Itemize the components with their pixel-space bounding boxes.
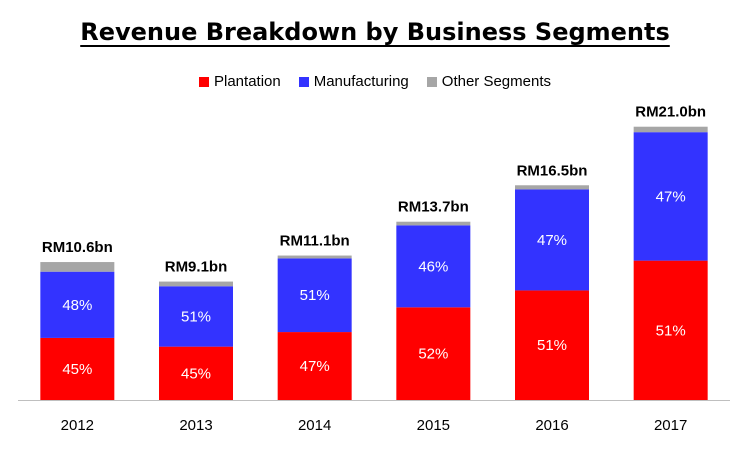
total-label-2012: RM10.6bn bbox=[42, 239, 113, 256]
total-label-2013: RM9.1bn bbox=[165, 259, 228, 276]
bar-other-segments-2012 bbox=[40, 262, 115, 272]
bar-manufacturing-2012 bbox=[40, 271, 115, 338]
bar-other-segments-2017 bbox=[633, 126, 708, 133]
data-label-manufacturing-2016: 47% bbox=[537, 232, 567, 249]
bar-manufacturing-2014 bbox=[277, 258, 352, 333]
data-label-plantation-2017: 51% bbox=[656, 322, 686, 339]
x-tick-2012: 2012 bbox=[61, 417, 94, 434]
chart-title: Revenue Breakdown by Business Segments bbox=[80, 18, 670, 46]
data-label-plantation-2015: 52% bbox=[418, 346, 448, 363]
data-label-manufacturing-2013: 51% bbox=[181, 308, 211, 325]
bar-other-segments-2015 bbox=[396, 221, 471, 226]
x-tick-2014: 2014 bbox=[298, 417, 331, 434]
x-tick-2017: 2017 bbox=[654, 417, 687, 434]
bar-other-segments-2014 bbox=[277, 255, 352, 259]
bar-plantation-2014 bbox=[277, 332, 352, 400]
total-label-2016: RM16.5bn bbox=[517, 162, 588, 179]
legend-label-plantation: Plantation bbox=[214, 73, 281, 90]
total-label-2017: RM21.0bn bbox=[635, 104, 706, 121]
bar-manufacturing-2017 bbox=[633, 132, 708, 261]
legend-label-manufacturing: Manufacturing bbox=[313, 73, 409, 90]
data-label-plantation-2014: 47% bbox=[300, 358, 330, 375]
legend-item-manufacturing: Manufacturing bbox=[298, 73, 409, 90]
total-label-2014: RM11.1bn bbox=[280, 233, 350, 250]
data-label-manufacturing-2014: 51% bbox=[300, 287, 330, 304]
bar-other-segments-2013 bbox=[159, 281, 233, 287]
legend-swatch-plantation bbox=[199, 76, 209, 87]
legend-item-other-segments: Other Segments bbox=[426, 73, 551, 90]
data-label-manufacturing-2015: 46% bbox=[418, 258, 448, 275]
data-label-plantation-2012: 45% bbox=[62, 361, 92, 378]
legend: Plantation Manufacturing Other Segments bbox=[0, 73, 750, 90]
total-label-2015: RM13.7bn bbox=[398, 199, 469, 216]
x-tick-2015: 2015 bbox=[417, 417, 450, 434]
x-tick-2016: 2016 bbox=[535, 417, 568, 434]
bar-manufacturing-2015 bbox=[396, 225, 471, 308]
bar-other-segments-2016 bbox=[515, 185, 589, 190]
data-label-manufacturing-2017: 47% bbox=[656, 188, 686, 205]
bar-plantation-2013 bbox=[159, 346, 233, 400]
bar-plantation-2012 bbox=[40, 337, 115, 400]
data-label-manufacturing-2012: 48% bbox=[62, 297, 92, 314]
bar-manufacturing-2016 bbox=[515, 189, 589, 291]
bar-plantation-2017 bbox=[633, 260, 708, 400]
legend-swatch-other-segments bbox=[426, 76, 437, 87]
data-label-plantation-2016: 51% bbox=[537, 337, 567, 354]
bar-plantation-2015 bbox=[396, 307, 471, 400]
bar-manufacturing-2013 bbox=[159, 286, 233, 347]
legend-swatch-manufacturing bbox=[298, 76, 309, 87]
legend-item-plantation: Plantation bbox=[199, 73, 281, 90]
legend-label-other-segments: Other Segments bbox=[441, 73, 551, 90]
bar-plantation-2016 bbox=[515, 290, 589, 400]
x-tick-2013: 2013 bbox=[179, 417, 212, 434]
data-label-plantation-2013: 45% bbox=[181, 365, 211, 382]
